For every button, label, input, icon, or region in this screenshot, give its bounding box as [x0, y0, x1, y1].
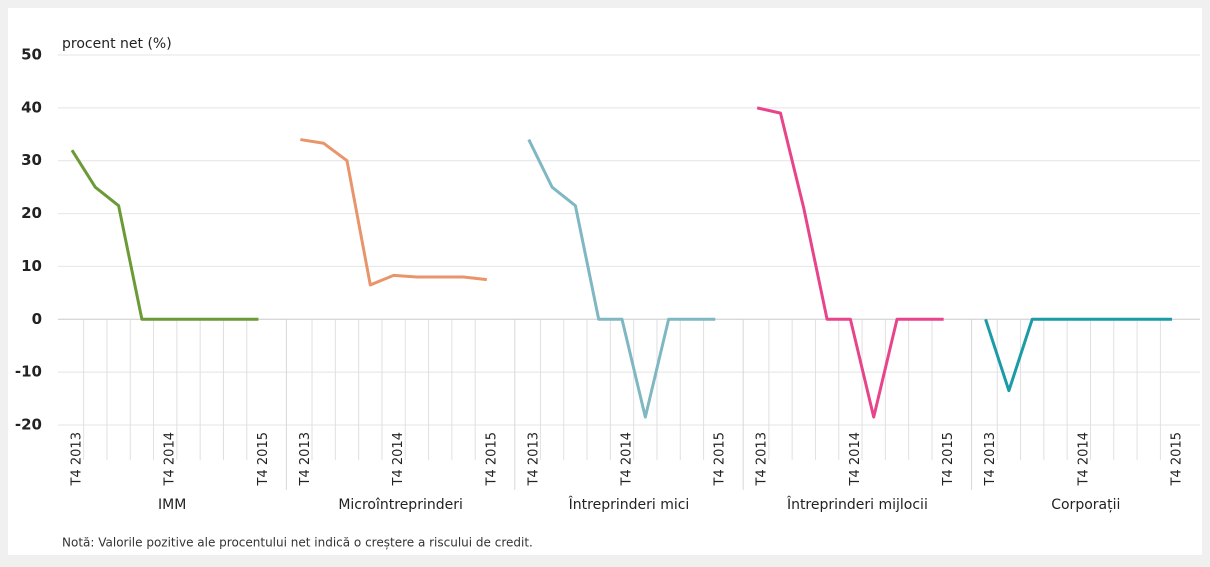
panel-label: Corporații	[1051, 497, 1120, 513]
line-series	[756, 106, 944, 419]
line-series	[527, 138, 716, 419]
note: Notă: Valorile pozitive ale procentului …	[62, 536, 533, 550]
x-tick-label: T4 2014	[163, 432, 178, 486]
y-axis-label: procent net (%)	[62, 36, 172, 52]
y-tick-label: 20	[21, 204, 42, 222]
x-tick-label: T4 2013	[526, 432, 541, 486]
y-tick-label: 30	[21, 151, 42, 169]
line-series	[984, 317, 1173, 393]
x-tick-label: T4 2015	[484, 432, 499, 486]
x-tick-label: T4 2013	[755, 432, 770, 486]
y-tick-label: 50	[21, 46, 42, 64]
x-tick-label: T4 2014	[848, 432, 863, 486]
x-tick-label: T4 2015	[941, 432, 956, 486]
x-tick-label: T4 2013	[298, 432, 313, 486]
y-tick-label: 0	[32, 310, 42, 328]
panel-label: IMM	[158, 497, 186, 513]
x-tick-label: T4 2014	[1076, 432, 1091, 486]
x-tick-label: T4 2013	[69, 432, 84, 486]
x-tick-label: T4 2014	[391, 432, 406, 486]
panel-label: Întreprinderi mijlocii	[786, 495, 928, 513]
x-tick-label: T4 2014	[620, 432, 635, 486]
chart-background	[8, 8, 1202, 555]
x-tick-label: T4 2015	[713, 432, 728, 486]
line-series	[300, 138, 488, 287]
x-tick-label: T4 2013	[983, 432, 998, 486]
y-tick-label: 40	[21, 98, 42, 116]
x-tick-label: T4 2015	[256, 432, 271, 486]
y-tick-label: 10	[21, 257, 42, 275]
line-series	[70, 149, 259, 321]
panel-label: Întreprinderi mici	[568, 495, 690, 513]
y-tick-label: -20	[15, 416, 42, 434]
x-tick-label: T4 2015	[1170, 432, 1185, 486]
panel-label: Microîntreprinderi	[338, 497, 463, 513]
y-tick-label: -10	[15, 363, 42, 381]
